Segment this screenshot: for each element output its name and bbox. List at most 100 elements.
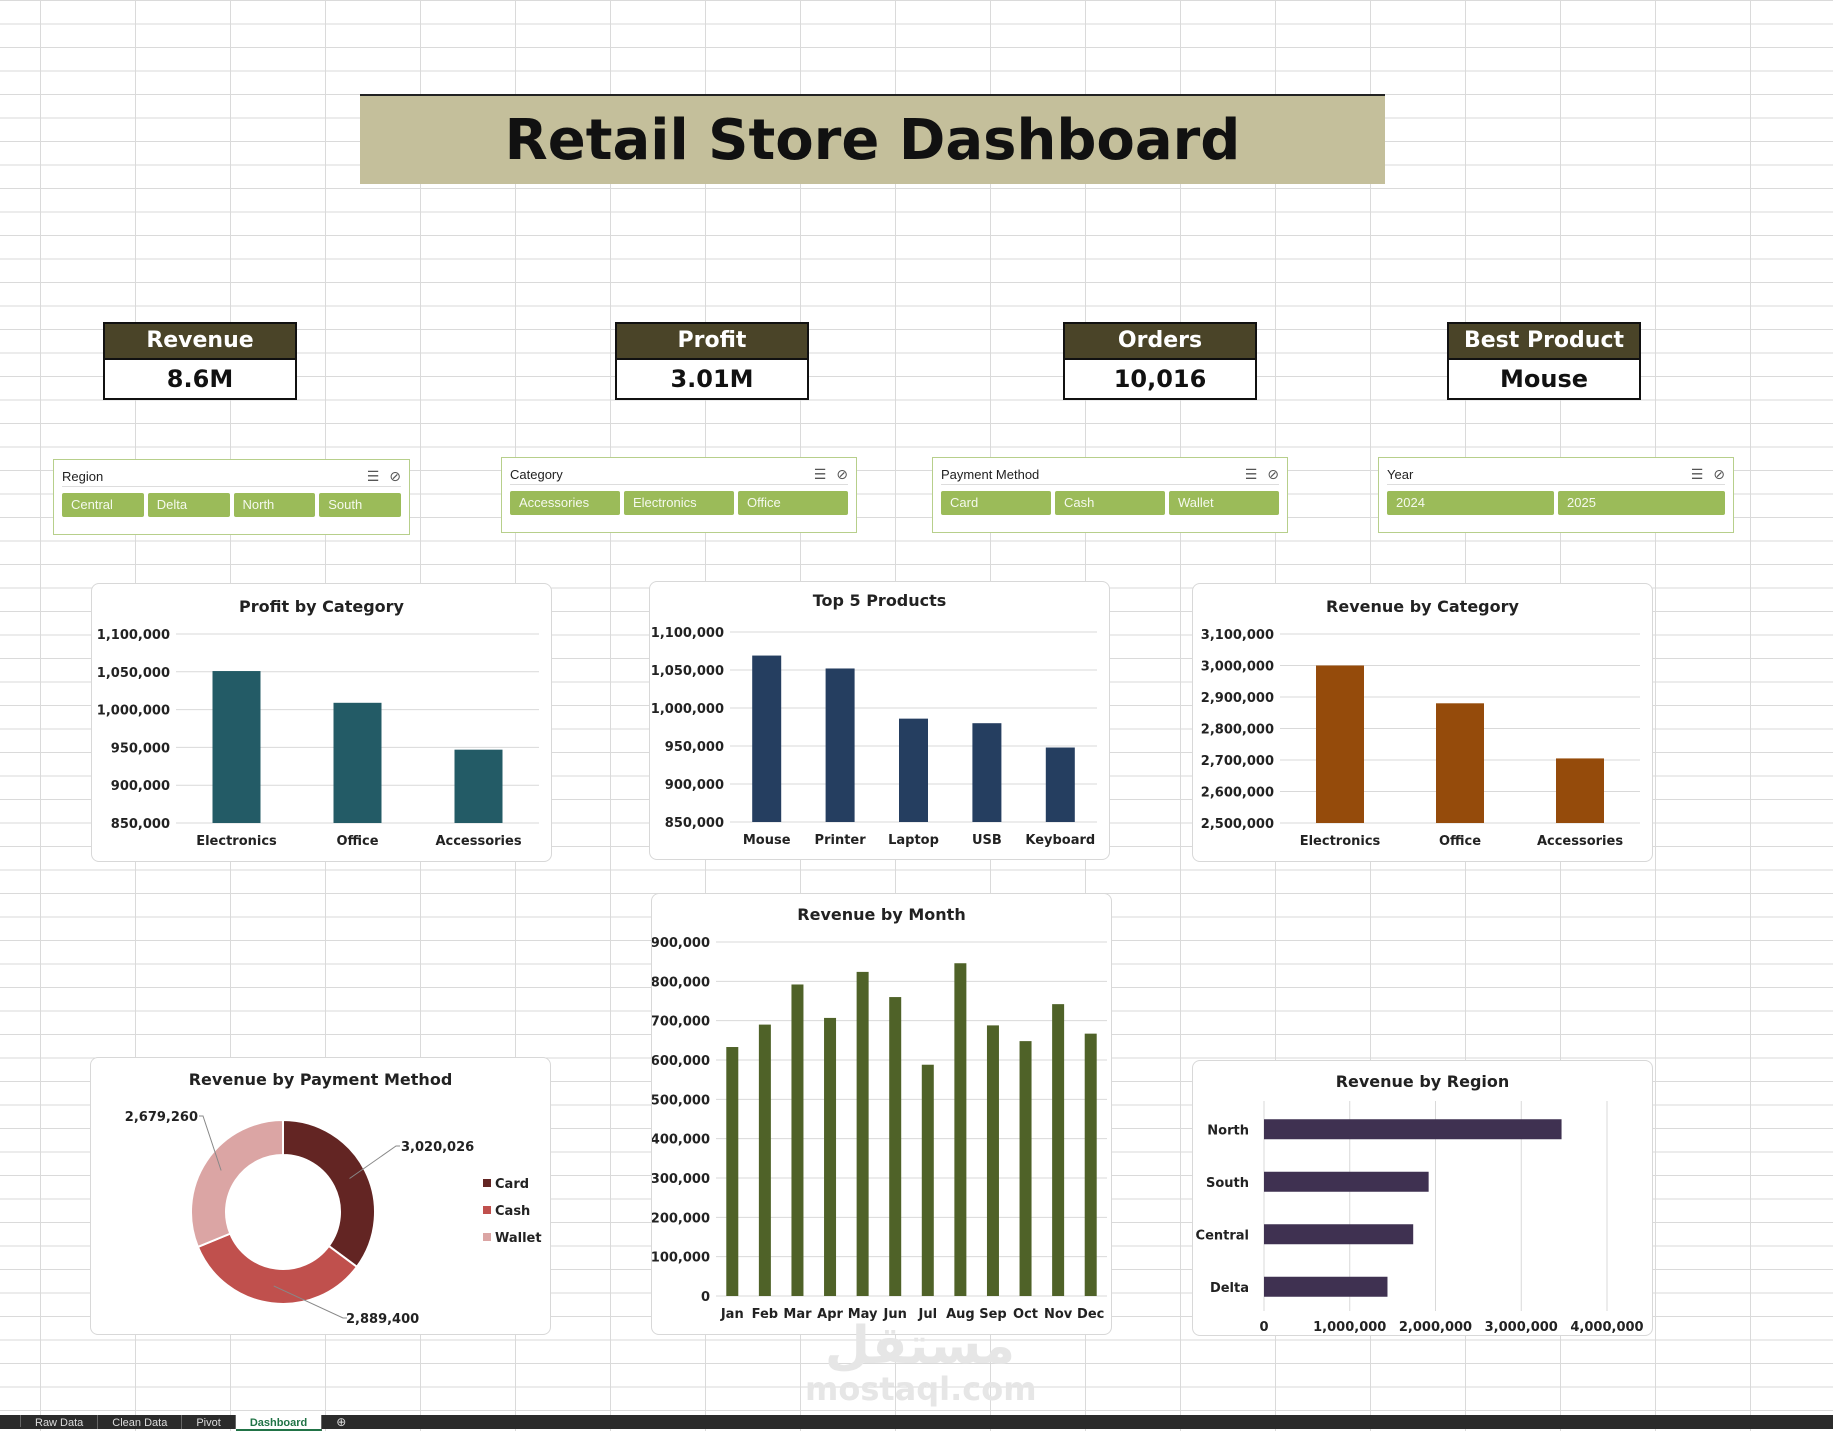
bar-office — [333, 702, 382, 823]
slicer-item-2025[interactable]: 2025 — [1558, 491, 1725, 515]
slicer-item-delta[interactable]: Delta — [147, 493, 230, 517]
bar-keyboard — [1045, 747, 1075, 822]
x-tick-label: Oct — [1013, 1307, 1038, 1322]
bar-apr — [824, 1017, 837, 1296]
x-tick-label: Electronics — [196, 834, 277, 849]
slice-wallet — [190, 1118, 284, 1249]
clear-filter-icon[interactable]: ⊘ — [389, 467, 401, 484]
profit-by-category-chart[interactable]: Profit by Category 1,100,000 1,050,000 1,0… — [91, 583, 552, 862]
bar-laptop — [899, 718, 928, 822]
x-tick-label: Apr — [817, 1307, 843, 1322]
bar-accessories — [1556, 758, 1604, 823]
bar-mouse — [752, 655, 782, 822]
bar-delta — [1264, 1276, 1388, 1297]
bar-printer — [825, 668, 855, 822]
clear-filter-icon[interactable]: ⊘ — [836, 465, 848, 482]
data-label: 2,679,260 — [125, 1110, 198, 1125]
bar-sep — [986, 1025, 999, 1296]
slicer-title: Region — [62, 468, 104, 484]
bar-nov — [1052, 1004, 1065, 1296]
bar-oct — [1019, 1041, 1032, 1296]
leader-line — [349, 1145, 400, 1179]
bar-north — [1264, 1119, 1562, 1140]
y-tick-label: 2,700,000 — [1201, 754, 1274, 769]
y-tick-label: 2,600,000 — [1201, 786, 1274, 801]
y-tick-label: 900,000 — [665, 778, 724, 793]
tab-raw-data[interactable]: Raw Data — [21, 1415, 99, 1429]
revenue-by-category-chart[interactable]: Revenue by Category 3,100,000 3,000,000 2,… — [1192, 583, 1653, 862]
bar-jan — [726, 1047, 739, 1296]
y-tick-label: 2,900,000 — [1201, 691, 1274, 706]
dashboard-title: Retail Store Dashboard — [360, 94, 1385, 184]
revenue-by-payment-method-chart[interactable]: Revenue by Payment Method 3,020,026 2,889… — [90, 1057, 551, 1335]
y-tick-label: 200,000 — [652, 1211, 710, 1226]
y-tick-label: 950,000 — [665, 740, 724, 755]
x-tick-label: Mar — [783, 1307, 812, 1322]
x-tick-label: 2,000,000 — [1399, 1320, 1472, 1335]
y-tick-label: 800,000 — [652, 975, 710, 990]
y-tick-label: 300,000 — [652, 1172, 710, 1187]
slicer-item-card[interactable]: Card — [941, 491, 1051, 515]
x-tick-label: Office — [1439, 834, 1481, 849]
clear-filter-icon[interactable]: ⊘ — [1713, 465, 1725, 482]
top-5-products-chart[interactable]: Top 5 Products 1,100,000 1,050,000 1,000,0… — [649, 581, 1110, 860]
legend-label: Cash — [495, 1204, 530, 1219]
slicer-item-accessories[interactable]: Accessories — [510, 491, 620, 515]
slicer-item-electronics[interactable]: Electronics — [624, 491, 734, 515]
slicer-item-2024[interactable]: 2024 — [1387, 491, 1554, 515]
multi-select-icon[interactable]: ☰ — [1244, 465, 1258, 482]
y-tick-label: 950,000 — [111, 741, 170, 756]
revenue-by-month-chart[interactable]: Revenue by Month 900,000 800,000 700,000 60… — [651, 893, 1112, 1335]
y-tick-label: 850,000 — [111, 817, 170, 832]
clear-filter-icon[interactable]: ⊘ — [1267, 465, 1279, 482]
multi-select-icon[interactable]: ☰ — [366, 467, 380, 484]
y-tick-label: 1,100,000 — [651, 626, 724, 641]
x-tick-label: May — [848, 1307, 878, 1322]
chart-title: Revenue by Payment Method — [188, 1070, 453, 1089]
x-tick-label: Jan — [720, 1307, 744, 1322]
revenue-by-payment-method-svg: 3,020,026 2,889,400 2,679,260 Card Cash Walle… — [125, 1110, 542, 1327]
kpi-orders: Orders 10,016 — [1063, 322, 1257, 400]
y-tick-label: Central — [1196, 1228, 1249, 1243]
x-tick-label: 4,000,000 — [1570, 1320, 1643, 1335]
slicer-item-central[interactable]: Central — [62, 493, 144, 517]
tab-pivot[interactable]: Pivot — [182, 1415, 236, 1429]
y-tick-label: 1,000,000 — [97, 704, 170, 719]
bar-central — [1264, 1224, 1414, 1245]
legend-label: Wallet — [495, 1231, 542, 1246]
add-sheet-icon[interactable]: ⊕ — [336, 1415, 347, 1429]
bar-jul — [921, 1064, 934, 1296]
multi-select-icon[interactable]: ☰ — [1690, 465, 1704, 482]
y-tick-label: 2,800,000 — [1201, 723, 1274, 738]
slicer-item-north[interactable]: North — [233, 493, 316, 517]
slicer-item-south[interactable]: South — [319, 493, 401, 517]
slicer-item-wallet[interactable]: Wallet — [1169, 491, 1279, 515]
y-tick-label: 400,000 — [652, 1133, 710, 1148]
revenue-by-region-chart[interactable]: Revenue by Region 0 1,000,000 2,000,000 3,0… — [1192, 1060, 1653, 1336]
y-tick-label: 2,500,000 — [1201, 817, 1274, 832]
watermark: مستقل mostaql.com — [805, 1316, 1037, 1406]
y-tick-label: 850,000 — [665, 816, 724, 831]
x-tick-label: Accessories — [435, 834, 521, 849]
bar-may — [856, 971, 869, 1296]
slicer-item-office[interactable]: Office — [738, 491, 848, 515]
multi-select-icon[interactable]: ☰ — [813, 465, 827, 482]
tab-clean-data[interactable]: Clean Data — [98, 1415, 183, 1429]
legend-swatch — [483, 1179, 491, 1187]
tab-scroll-area[interactable] — [0, 1415, 21, 1427]
x-tick-label: Jul — [918, 1307, 938, 1322]
region-slicer: Region ☰ ⊘ Central Delta North South — [53, 459, 410, 535]
bar-electronics — [212, 671, 261, 823]
kpi-best-product-label: Best Product — [1447, 322, 1641, 358]
kpi-revenue-value: 8.6M — [103, 358, 297, 400]
slicer-item-cash[interactable]: Cash — [1055, 491, 1165, 515]
y-tick-label: North — [1207, 1123, 1249, 1138]
watermark-arabic: مستقل — [824, 1316, 1016, 1376]
bar-dec — [1084, 1033, 1097, 1296]
chart-title: Revenue by Region — [1335, 1072, 1510, 1091]
top-5-products-svg: 1,100,000 1,050,000 1,000,000 950,000 900,00… — [651, 626, 1097, 848]
bar-usb — [972, 723, 1002, 822]
y-tick-label: 700,000 — [652, 1015, 710, 1030]
kpi-best-product: Best Product Mouse — [1447, 322, 1641, 400]
slicer-title: Payment Method — [941, 466, 1040, 482]
